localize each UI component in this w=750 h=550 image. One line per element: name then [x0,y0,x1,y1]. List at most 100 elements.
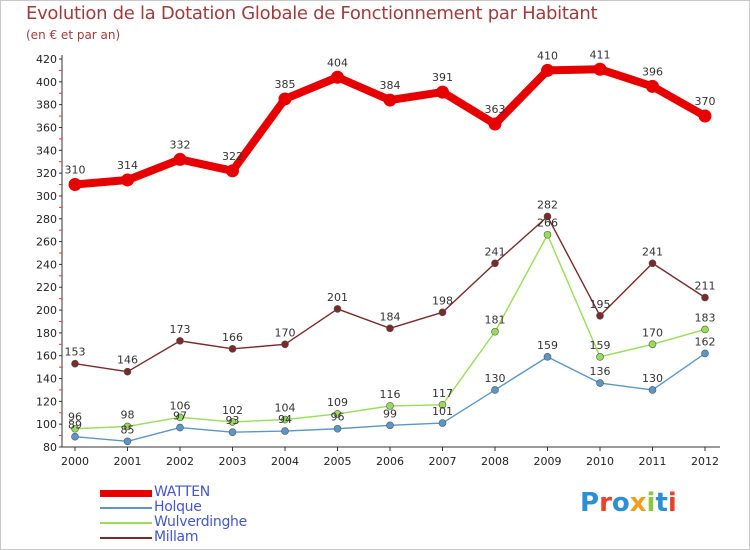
data-point-millam [123,367,132,376]
data-label-holque: 130 [485,372,506,385]
data-point-holque [596,379,604,387]
data-label-watten: 410 [537,49,558,62]
data-label-watten: 363 [485,103,506,116]
data-point-wulverdinghe [543,230,552,239]
y-tick-label: 80 [43,441,57,454]
x-tick-label: 2003 [219,455,247,468]
data-label-holque: 101 [432,405,453,418]
data-label-wulverdinghe: 116 [380,388,401,401]
y-tick-label: 180 [36,327,57,340]
data-point-wulverdinghe [701,325,709,334]
logo-letter: x [629,488,647,518]
data-point-wulverdinghe [438,400,447,409]
y-tick-label: 160 [36,350,57,363]
data-label-wulverdinghe: 117 [432,387,453,400]
data-point-millam [176,337,184,345]
data-label-watten: 385 [275,78,296,91]
x-tick-label: 2006 [376,455,404,468]
data-point-wulverdinghe [281,415,289,424]
data-label-watten: 310 [65,164,86,177]
legend-label-holque: Holque [154,499,202,515]
data-label-watten: 332 [170,138,191,151]
x-tick-label: 2009 [534,455,562,468]
y-tick-label: 420 [36,53,57,66]
data-point-holque [438,419,447,427]
data-point-wulverdinghe [491,327,499,336]
data-label-holque: 94 [278,413,292,426]
x-tick-label: 2002 [166,455,194,468]
data-label-millam: 211 [695,280,716,293]
data-point-watten [121,173,134,187]
data-point-millam [228,345,237,353]
data-label-millam: 241 [642,245,663,258]
data-label-wulverdinghe: 159 [590,339,611,352]
data-label-holque: 96 [331,411,345,424]
data-point-holque [491,386,499,394]
x-tick-label: 2001 [114,455,142,468]
data-point-wulverdinghe [648,340,657,349]
y-tick-label: 400 [36,76,57,89]
data-point-wulverdinghe [333,410,342,418]
y-tick-label: 220 [36,281,57,294]
logo-letter: i [667,488,677,518]
data-label-watten: 370 [695,95,716,108]
y-tick-label: 360 [36,121,57,134]
data-label-millam: 241 [485,245,506,258]
data-point-millam [543,212,552,221]
data-point-millam [333,305,342,313]
data-label-millam: 198 [432,294,453,307]
legend-label-wulverdinghe: Wulverdinghe [154,514,247,530]
data-label-millam: 173 [170,323,191,336]
data-label-holque: 159 [537,339,558,352]
data-point-wulverdinghe [228,418,237,426]
x-tick-label: 2004 [271,455,299,468]
data-point-millam [281,340,289,349]
data-label-holque: 136 [590,365,611,378]
data-point-holque [386,421,394,430]
legend-swatch-millam [100,537,152,539]
data-point-millam [701,293,709,302]
x-tick-label: 2000 [61,455,89,468]
data-label-millam: 195 [590,298,611,311]
data-point-wulverdinghe [596,353,604,361]
data-point-watten [383,93,397,107]
y-tick-label: 120 [36,395,57,408]
x-tick-label: 2005 [324,455,352,468]
logo-letter: r [599,488,612,518]
chart-subtitle: (en € et par an) [26,28,121,42]
data-label-wulverdinghe: 96 [68,411,82,424]
data-point-millam [438,308,447,317]
data-point-holque [543,353,552,361]
data-label-watten: 404 [327,56,348,69]
y-tick-label: 280 [36,213,57,226]
data-label-wulverdinghe: 181 [485,314,506,327]
data-label-wulverdinghe: 170 [642,326,663,339]
legend-swatch-watten [100,490,152,497]
data-label-watten: 391 [432,71,453,84]
data-label-wulverdinghe: 183 [695,311,716,324]
data-point-watten [436,85,449,99]
logo-letter: i [646,488,656,518]
data-label-watten: 384 [380,79,401,92]
x-tick-label: 2008 [481,455,509,468]
data-point-millam [596,311,604,320]
data-label-wulverdinghe: 104 [275,402,296,415]
data-point-watten [541,63,554,77]
data-label-holque: 130 [642,372,663,385]
data-label-holque: 162 [695,335,716,348]
y-tick-label: 300 [36,190,57,203]
y-tick-label: 320 [36,167,57,180]
data-point-watten [488,117,502,131]
data-point-watten [226,164,239,178]
data-point-watten [278,92,292,106]
data-label-watten: 322 [222,150,243,163]
data-label-watten: 314 [117,159,138,172]
data-point-holque [71,432,79,441]
series-line-millam [74,215,706,373]
x-tick-label: 2011 [639,455,667,468]
data-label-millam: 146 [117,354,138,367]
data-label-watten: 396 [642,65,663,78]
data-label-holque: 97 [173,410,187,423]
data-label-holque: 99 [383,407,397,420]
